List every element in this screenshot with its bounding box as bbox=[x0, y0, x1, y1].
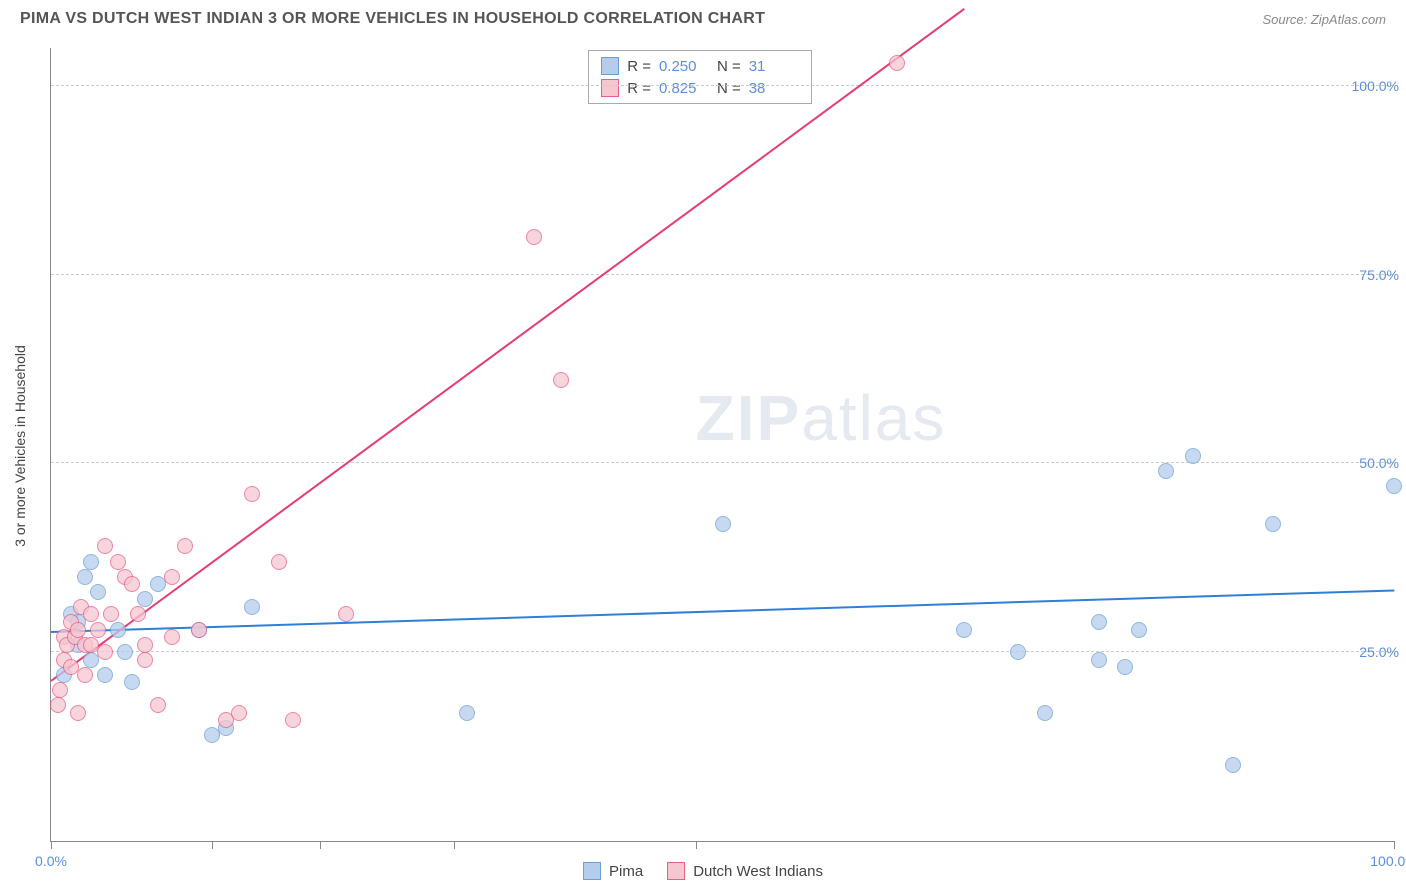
y-tick-label: 50.0% bbox=[1349, 455, 1399, 471]
data-point bbox=[90, 584, 106, 600]
data-point bbox=[164, 629, 180, 645]
y-tick-label: 100.0% bbox=[1342, 78, 1399, 94]
x-tick bbox=[696, 841, 697, 849]
data-point bbox=[1091, 614, 1107, 630]
x-tick-label: 100.0% bbox=[1370, 853, 1406, 869]
data-point bbox=[1158, 463, 1174, 479]
data-point bbox=[715, 516, 731, 532]
data-point bbox=[956, 622, 972, 638]
gridline bbox=[51, 85, 1394, 86]
x-tick bbox=[212, 841, 213, 849]
data-point bbox=[1185, 448, 1201, 464]
watermark: ZIPatlas bbox=[696, 381, 947, 455]
legend-label-pima: Pima bbox=[609, 863, 643, 880]
swatch-dutch bbox=[601, 79, 619, 97]
x-tick bbox=[51, 841, 52, 849]
swatch-pima bbox=[601, 57, 619, 75]
data-point bbox=[1265, 516, 1281, 532]
data-point bbox=[103, 606, 119, 622]
source-attribution: Source: ZipAtlas.com bbox=[1262, 12, 1386, 27]
stats-row-dutch: R = 0.825 N = 38 bbox=[601, 77, 799, 99]
data-point bbox=[889, 55, 905, 71]
data-point bbox=[70, 705, 86, 721]
data-point bbox=[1386, 478, 1402, 494]
legend-label-dutch: Dutch West Indians bbox=[693, 863, 823, 880]
data-point bbox=[1010, 644, 1026, 660]
x-tick bbox=[320, 841, 321, 849]
legend-item-dutch: Dutch West Indians bbox=[667, 862, 823, 880]
data-point bbox=[553, 372, 569, 388]
data-point bbox=[1117, 659, 1133, 675]
data-point bbox=[110, 554, 126, 570]
x-tick-label: 0.0% bbox=[35, 853, 67, 869]
data-point bbox=[117, 644, 133, 660]
y-tick-label: 25.0% bbox=[1349, 644, 1399, 660]
data-point bbox=[77, 667, 93, 683]
legend-item-pima: Pima bbox=[583, 862, 643, 880]
legend-swatch-pima bbox=[583, 862, 601, 880]
data-point bbox=[124, 674, 140, 690]
data-point bbox=[231, 705, 247, 721]
gridline bbox=[51, 651, 1394, 652]
data-point bbox=[1131, 622, 1147, 638]
data-point bbox=[70, 622, 86, 638]
data-point bbox=[97, 644, 113, 660]
data-point bbox=[137, 637, 153, 653]
chart-title: PIMA VS DUTCH WEST INDIAN 3 OR MORE VEHI… bbox=[20, 10, 765, 28]
data-point bbox=[164, 569, 180, 585]
data-point bbox=[124, 576, 140, 592]
data-point bbox=[52, 682, 68, 698]
data-point bbox=[191, 622, 207, 638]
data-point bbox=[130, 606, 146, 622]
data-point bbox=[110, 622, 126, 638]
data-point bbox=[526, 229, 542, 245]
data-point bbox=[137, 591, 153, 607]
data-point bbox=[83, 554, 99, 570]
bottom-legend: Pima Dutch West Indians bbox=[583, 862, 823, 880]
data-point bbox=[244, 486, 260, 502]
gridline bbox=[51, 274, 1394, 275]
data-point bbox=[90, 622, 106, 638]
x-tick bbox=[1394, 841, 1395, 849]
legend-swatch-dutch bbox=[667, 862, 685, 880]
data-point bbox=[271, 554, 287, 570]
data-point bbox=[1091, 652, 1107, 668]
data-point bbox=[97, 667, 113, 683]
data-point bbox=[137, 652, 153, 668]
data-point bbox=[83, 606, 99, 622]
scatter-chart: ZIPatlas R = 0.250 N = 31 R = 0.825 N = … bbox=[50, 48, 1394, 842]
data-point bbox=[244, 599, 260, 615]
data-point bbox=[285, 712, 301, 728]
trend-line bbox=[50, 8, 964, 682]
data-point bbox=[50, 697, 66, 713]
data-point bbox=[1037, 705, 1053, 721]
stats-row-pima: R = 0.250 N = 31 bbox=[601, 55, 799, 77]
data-point bbox=[150, 697, 166, 713]
data-point bbox=[177, 538, 193, 554]
data-point bbox=[77, 569, 93, 585]
x-tick bbox=[454, 841, 455, 849]
y-tick-label: 75.0% bbox=[1349, 267, 1399, 283]
data-point bbox=[97, 538, 113, 554]
stats-legend-box: R = 0.250 N = 31 R = 0.825 N = 38 bbox=[588, 50, 812, 104]
y-axis-label: 3 or more Vehicles in Household bbox=[12, 345, 28, 547]
data-point bbox=[459, 705, 475, 721]
data-point bbox=[1225, 757, 1241, 773]
data-point bbox=[338, 606, 354, 622]
